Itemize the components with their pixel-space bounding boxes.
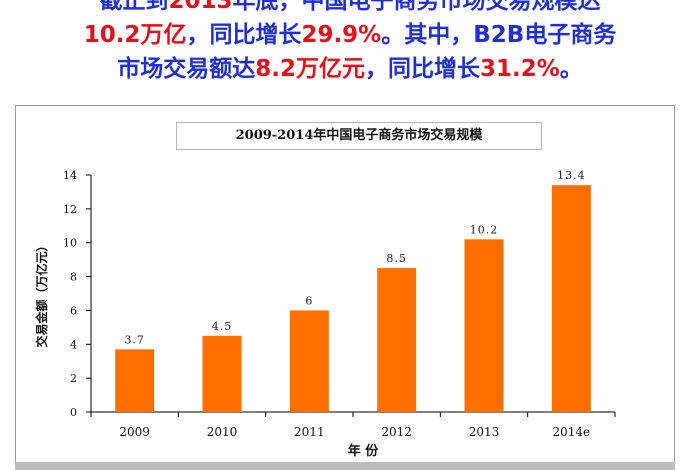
x-tick-label: 2013 xyxy=(469,425,500,439)
bar-value-label: 8.5 xyxy=(386,252,407,265)
x-tick-label: 2012 xyxy=(381,425,412,439)
y-tick-label: 6 xyxy=(70,304,77,317)
y-tick-label: 8 xyxy=(70,271,77,284)
bar-2009 xyxy=(115,349,155,412)
y-tick-label: 2 xyxy=(70,372,77,385)
headline-line-1: 截止到2013年底，中国电子商务市场交易规模达 xyxy=(0,0,700,16)
headline-segment: 。其中， xyxy=(381,22,474,48)
bar-2013 xyxy=(464,239,504,412)
x-tick-label: 2011 xyxy=(294,425,325,439)
bar-value-label: 10.2 xyxy=(470,223,499,236)
bar-value-label: 3.7 xyxy=(124,333,145,346)
headline-segment: 年底，中国电子商务市场交易规模达 xyxy=(232,0,601,14)
y-tick-label: 10 xyxy=(63,237,77,250)
headline-segment: 电子商务 xyxy=(524,22,617,48)
headline-segment: 2013 xyxy=(168,0,233,14)
headline-segment: 万亿元 xyxy=(295,56,365,82)
headline-segment: 29.9% xyxy=(301,22,382,48)
bar-2012 xyxy=(377,268,417,412)
y-axis-title: 交易金额（万亿元） xyxy=(34,239,49,347)
y-tick-label: 14 xyxy=(63,169,77,182)
y-tick-label: 4 xyxy=(70,338,77,351)
headline-line-3: 市场交易额达8.2万亿元，同比增长31.2%。 xyxy=(0,54,700,84)
bar-value-label: 6 xyxy=(305,294,313,307)
headline-segment: 。 xyxy=(559,56,583,82)
headline-segment: 8.2 xyxy=(255,56,296,82)
x-axis-title: 年 份 xyxy=(348,443,380,459)
headline: 截止到2013年底，中国电子商务市场交易规模达 10.2万亿，同比增长29.9%… xyxy=(0,0,700,96)
headline-segment: 31.2% xyxy=(479,56,560,82)
headline-segment: 10.2 xyxy=(83,22,141,48)
headline-segment: ，同比增长 xyxy=(364,56,480,82)
headline-segment: ，同比增长 xyxy=(186,22,302,48)
x-tick-label: 2009 xyxy=(119,425,150,439)
x-tick-label: 2014e xyxy=(553,425,591,439)
bar-2014e xyxy=(551,185,591,412)
headline-segment: B2B xyxy=(473,22,525,48)
y-tick-label: 12 xyxy=(63,203,77,216)
headline-segment: 市场交易额达 xyxy=(117,56,256,82)
bar-2011 xyxy=(289,310,329,412)
bar-value-label: 13.4 xyxy=(557,169,586,182)
bottom-strip xyxy=(15,462,675,470)
headline-segment: 截止到 xyxy=(99,0,169,14)
headline-line-2: 10.2万亿，同比增长29.9%。其中，B2B电子商务 xyxy=(0,20,700,50)
x-tick-label: 2010 xyxy=(207,425,238,439)
headline-segment: 万亿 xyxy=(140,22,187,48)
chart-title: 2009-2014年中国电子商务市场交易规模 xyxy=(176,122,542,150)
bar-2010 xyxy=(202,335,242,412)
bar-value-label: 4.5 xyxy=(212,320,233,333)
y-tick-label: 0 xyxy=(70,406,77,419)
